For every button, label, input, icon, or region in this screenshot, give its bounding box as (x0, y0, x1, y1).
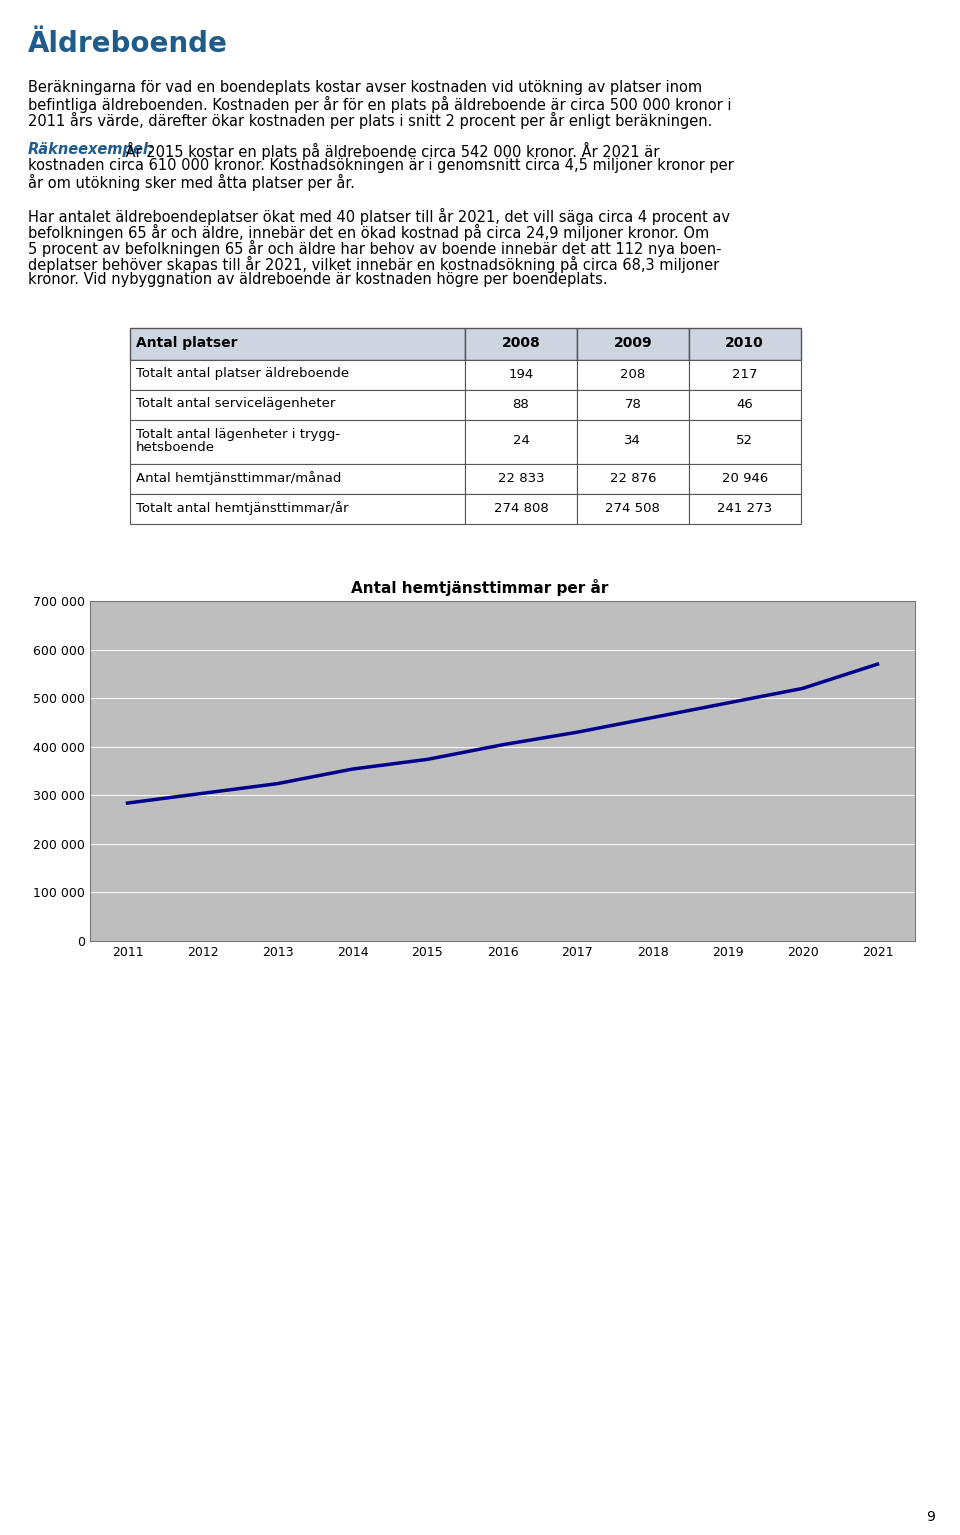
Text: 217: 217 (732, 367, 757, 381)
Bar (688, 494, 801, 523)
Bar (465, 494, 577, 523)
Bar (577, 361, 688, 390)
Bar (465, 421, 577, 464)
Bar (465, 361, 577, 390)
Bar (688, 328, 801, 361)
Text: 22 833: 22 833 (497, 471, 544, 485)
Bar (688, 464, 801, 494)
Text: Totalt antal hemtjänsttimmar/år: Totalt antal hemtjänsttimmar/år (136, 500, 348, 514)
Text: 2009: 2009 (613, 336, 652, 350)
Text: befolkningen 65 år och äldre, innebär det en ökad kostnad på circa 24,9 miljoner: befolkningen 65 år och äldre, innebär de… (28, 224, 709, 241)
Text: Totalt antal platser äldreboende: Totalt antal platser äldreboende (136, 367, 349, 381)
Bar (130, 390, 465, 421)
Text: 24: 24 (513, 434, 529, 448)
Text: deplatser behöver skapas till år 2021, vilket innebär en kostnadsökning på circa: deplatser behöver skapas till år 2021, v… (28, 256, 719, 273)
Text: Äldreboende: Äldreboende (28, 31, 228, 58)
Text: Antal platser: Antal platser (136, 336, 237, 350)
Text: 241 273: 241 273 (717, 502, 772, 514)
Bar (688, 361, 801, 390)
Text: Antal hemtjänsttimmar per år: Antal hemtjänsttimmar per år (351, 579, 609, 596)
Bar (577, 494, 688, 523)
Text: 52: 52 (736, 434, 754, 448)
Text: År 2015 kostar en plats på äldreboende circa 542 000 kronor. År 2021 är: År 2015 kostar en plats på äldreboende c… (121, 143, 660, 160)
Bar (688, 390, 801, 421)
Text: Totalt antal lägenheter i trygg-: Totalt antal lägenheter i trygg- (136, 428, 340, 441)
Text: 274 508: 274 508 (606, 502, 660, 514)
Text: hetsboende: hetsboende (136, 441, 215, 454)
Text: 46: 46 (736, 398, 753, 410)
Bar (688, 421, 801, 464)
Text: kostnaden circa 610 000 kronor. Kostnadsökningen är i genomsnitt circa 4,5 miljo: kostnaden circa 610 000 kronor. Kostnads… (28, 158, 733, 173)
Text: 194: 194 (509, 367, 534, 381)
Text: 20 946: 20 946 (722, 471, 768, 485)
Text: 78: 78 (624, 398, 641, 410)
Bar (577, 390, 688, 421)
Text: 208: 208 (620, 367, 645, 381)
Text: Har antalet äldreboendeplatser ökat med 40 platser till år 2021, det vill säga c: Har antalet äldreboendeplatser ökat med … (28, 209, 730, 226)
Text: Totalt antal servicelägenheter: Totalt antal servicelägenheter (136, 398, 335, 410)
Text: 2011 års värde, därefter ökar kostnaden per plats i snitt 2 procent per år enlig: 2011 års värde, därefter ökar kostnaden … (28, 112, 712, 129)
Text: 2010: 2010 (726, 336, 764, 350)
Bar (577, 464, 688, 494)
Bar (577, 328, 688, 361)
Bar (130, 464, 465, 494)
Bar (465, 328, 577, 361)
Text: befintliga äldreboenden. Kostnaden per år för en plats på äldreboende är circa 5: befintliga äldreboenden. Kostnaden per å… (28, 97, 732, 114)
Text: 22 876: 22 876 (610, 471, 656, 485)
Text: Antal hemtjänsttimmar/månad: Antal hemtjänsttimmar/månad (136, 471, 342, 485)
Text: 9: 9 (926, 1510, 935, 1524)
Text: 34: 34 (624, 434, 641, 448)
Text: Beräkningarna för vad en boendeplats kostar avser kostnaden vid utökning av plat: Beräkningarna för vad en boendeplats kos… (28, 80, 702, 95)
Bar (465, 390, 577, 421)
Text: 2008: 2008 (501, 336, 540, 350)
Text: kronor. Vid nybyggnation av äldreboende är kostnaden högre per boendeplats.: kronor. Vid nybyggnation av äldreboende … (28, 272, 608, 287)
Bar (130, 494, 465, 523)
Bar (577, 421, 688, 464)
Bar (130, 421, 465, 464)
Bar (130, 328, 465, 361)
Text: 274 808: 274 808 (493, 502, 548, 514)
Text: 88: 88 (513, 398, 529, 410)
Text: Räkneexempel:: Räkneexempel: (28, 143, 155, 157)
Bar (130, 361, 465, 390)
Text: år om utökning sker med åtta platser per år.: år om utökning sker med åtta platser per… (28, 173, 355, 190)
Bar (465, 464, 577, 494)
Text: 5 procent av befolkningen 65 år och äldre har behov av boende innebär det att 11: 5 procent av befolkningen 65 år och äldr… (28, 239, 722, 256)
